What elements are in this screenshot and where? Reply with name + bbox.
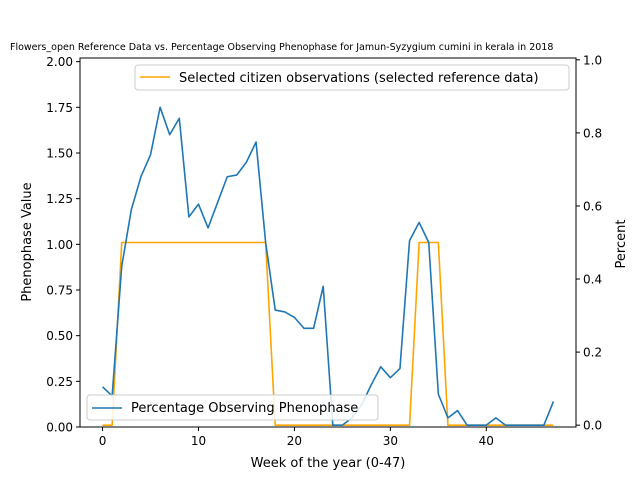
x-axis-label: Week of the year (0-47) (251, 456, 406, 471)
x-tick-label-4: 40 (479, 434, 494, 448)
plot-frame (79, 57, 577, 428)
x-tick-label-1: 10 (191, 434, 206, 448)
y-right-tick-label-0: 0.0 (583, 419, 602, 433)
y-left-tick-label-4: 1.00 (46, 238, 73, 252)
y-left-tick-label-2: 0.50 (46, 329, 73, 343)
y-left-tick-label-5: 1.25 (46, 192, 73, 206)
x-tick-label-2: 20 (287, 434, 302, 448)
y-axis-left: 0.00 0.25 0.50 0.75 1.00 1.25 1.50 1.75 2.00 (46, 55, 80, 435)
legend-bottom-left-label: Percentage Observing Phenophase (131, 401, 358, 416)
series-line-0 (101, 106, 555, 426)
y-left-tick-label-0: 0.00 (46, 421, 73, 435)
y-axis-right: 0.0 0.2 0.4 0.6 0.8 1.0 (576, 53, 602, 433)
x-tick-label-0: 0 (99, 434, 107, 448)
legend-top-right-label: Selected citizen observations (selected … (179, 71, 539, 86)
y-right-tick-label-2: 0.4 (583, 273, 602, 287)
legend-top-right-box (134, 64, 570, 91)
y-axis-left-label: Phenophase Value (20, 182, 35, 301)
y-left-tick-label-6: 1.50 (46, 146, 73, 160)
y-right-tick-label-1: 0.2 (583, 346, 602, 360)
y-left-tick-label-1: 0.25 (46, 375, 73, 389)
y-right-tick-label-5: 1.0 (583, 53, 602, 67)
legend-bottom-left: Percentage Observing Phenophase (86, 394, 379, 421)
x-tick-label-3: 30 (383, 434, 398, 448)
legend-top-right: Selected citizen observations (selected … (134, 64, 570, 91)
y-right-tick-label-4: 0.8 (583, 126, 602, 140)
y-axis-right-label: Percent (614, 220, 629, 269)
y-left-tick-label-3: 0.75 (46, 283, 73, 297)
y-right-tick-label-3: 0.6 (583, 199, 602, 213)
y-left-tick-label-7: 1.75 (46, 101, 73, 115)
plot-area (101, 106, 555, 426)
y-left-tick-label-8: 2.00 (46, 55, 73, 69)
x-axis: 0 10 20 30 40 (99, 427, 494, 448)
chart-title: Flowers_open Reference Data vs. Percenta… (10, 42, 553, 53)
legend-bottom-left-box (86, 394, 379, 421)
